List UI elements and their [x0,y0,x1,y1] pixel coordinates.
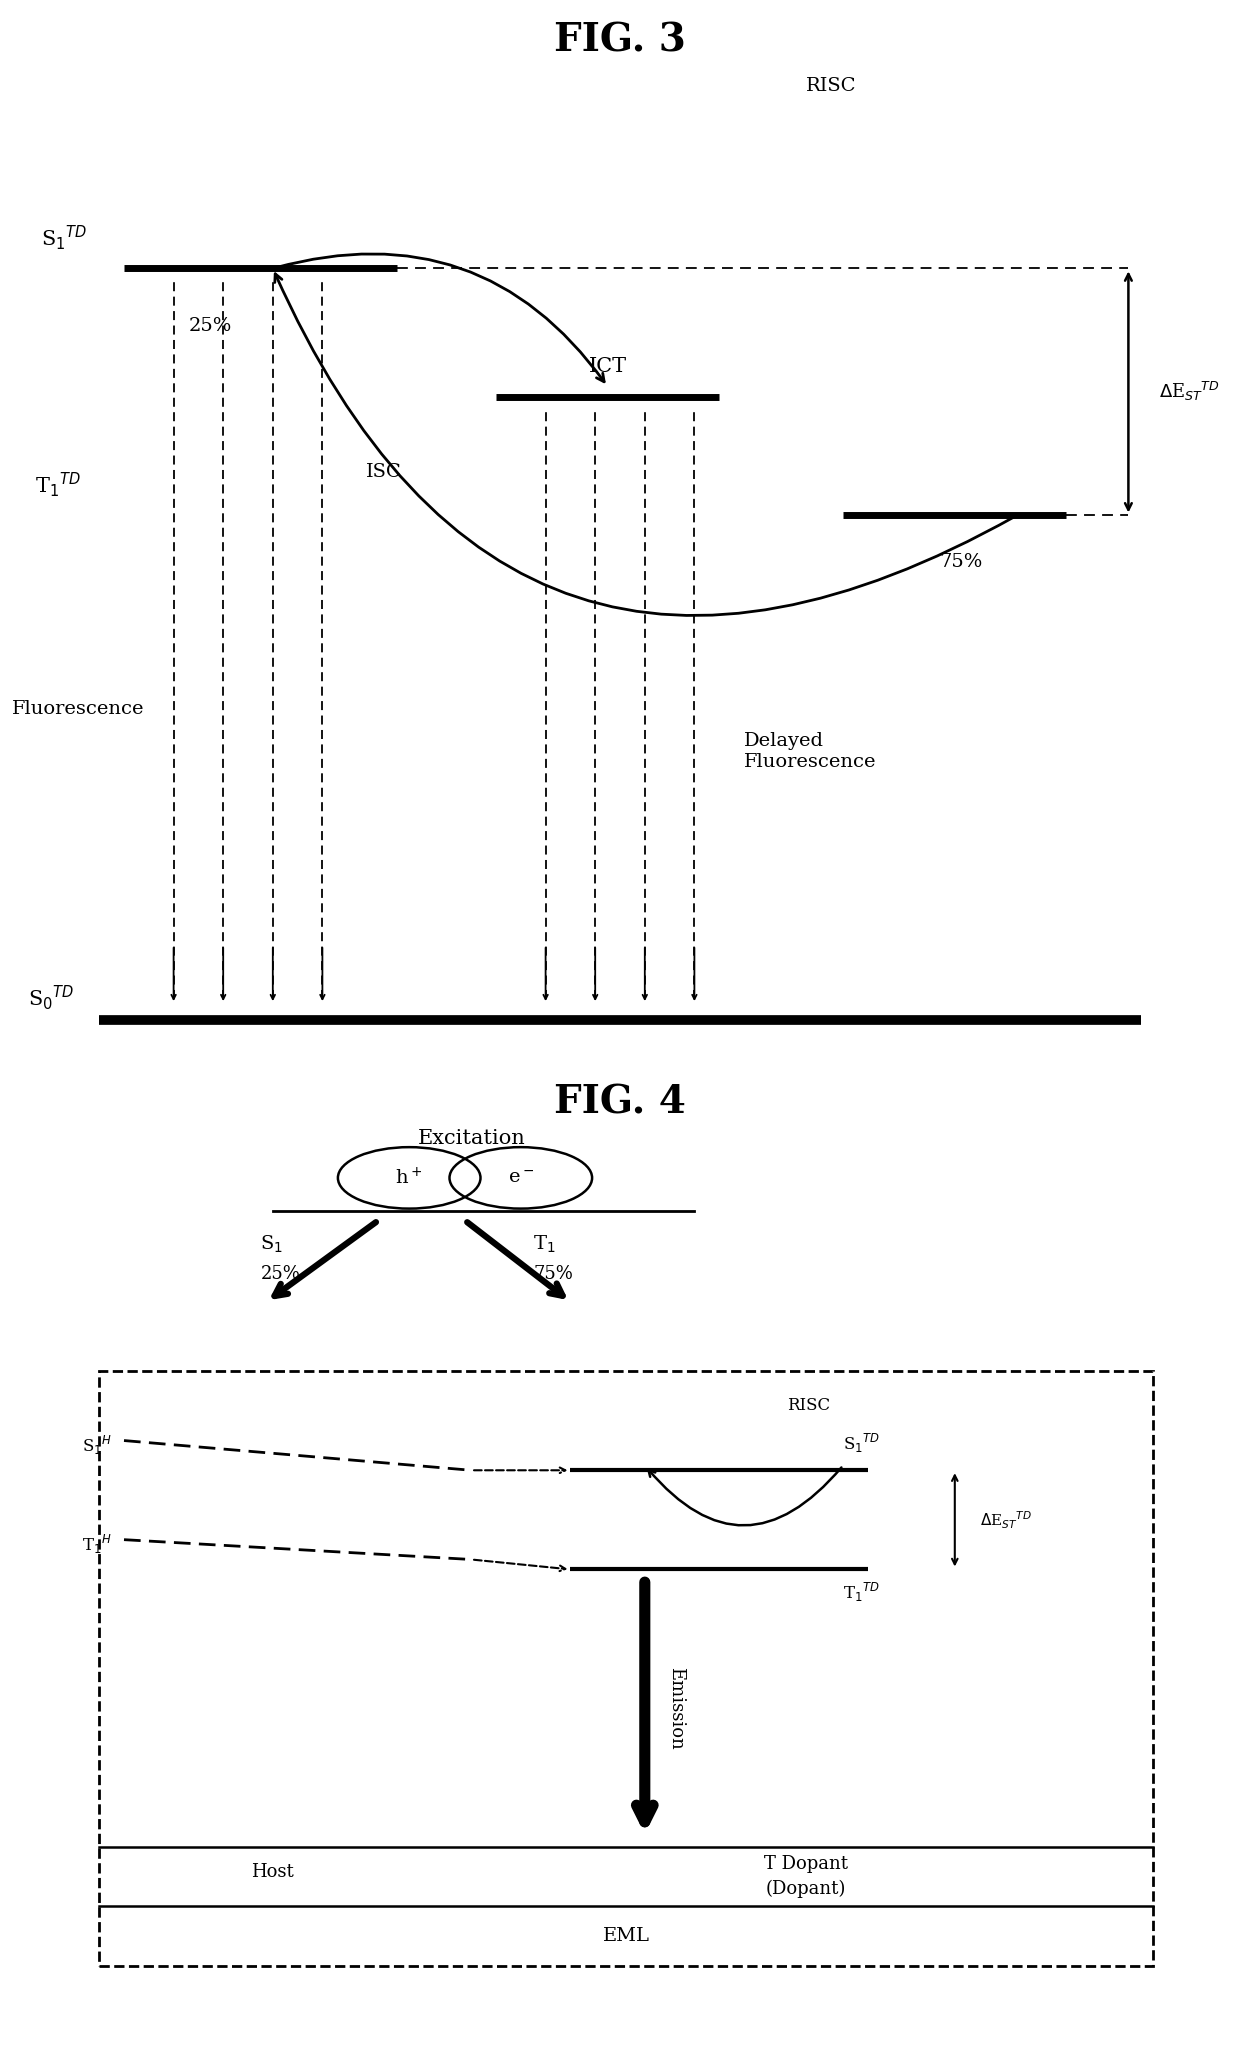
Text: RISC: RISC [787,1398,831,1415]
Text: T$_1$: T$_1$ [533,1233,556,1256]
Text: T$_1$$^{TD}$: T$_1$$^{TD}$ [35,471,81,500]
Text: RISC: RISC [806,76,857,95]
Text: T Dopant: T Dopant [764,1854,848,1873]
Text: T$_1$$^H$: T$_1$$^H$ [82,1532,112,1557]
Text: h$^+$: h$^+$ [396,1167,423,1189]
Text: $\Delta$E$_{ST}$$^{TD}$: $\Delta$E$_{ST}$$^{TD}$ [980,1510,1032,1530]
Text: Emission: Emission [667,1666,686,1749]
Text: $\Delta$E$_{ST}$$^{TD}$: $\Delta$E$_{ST}$$^{TD}$ [1159,380,1220,403]
Text: FIG. 3: FIG. 3 [554,21,686,60]
Text: S$_1$$^{TD}$: S$_1$$^{TD}$ [843,1433,880,1456]
Text: S$_1$: S$_1$ [260,1233,283,1256]
Text: S$_0$$^{TD}$: S$_0$$^{TD}$ [29,983,74,1012]
Text: 75%: 75% [533,1266,573,1282]
Text: Excitation: Excitation [418,1130,525,1148]
Text: 25%: 25% [190,316,232,335]
Text: 25%: 25% [260,1266,300,1282]
Text: T$_1$$^{TD}$: T$_1$$^{TD}$ [843,1582,880,1605]
Text: ICT: ICT [589,357,626,376]
Text: S$_1$$^H$: S$_1$$^H$ [82,1433,112,1458]
Text: e$^-$: e$^-$ [507,1169,534,1187]
Bar [99,1371,1153,1966]
Text: FIG. 4: FIG. 4 [554,1084,686,1121]
Text: (Dopant): (Dopant) [766,1879,846,1898]
Text: Delayed
Fluorescence: Delayed Fluorescence [744,733,877,770]
Text: 75%: 75% [940,553,982,572]
Text: ISC: ISC [366,463,402,481]
Text: Fluorescence: Fluorescence [12,700,145,719]
Text: S$_1$$^{TD}$: S$_1$$^{TD}$ [41,223,87,252]
Text: EML: EML [603,1927,650,1945]
Text: Host: Host [252,1863,294,1881]
